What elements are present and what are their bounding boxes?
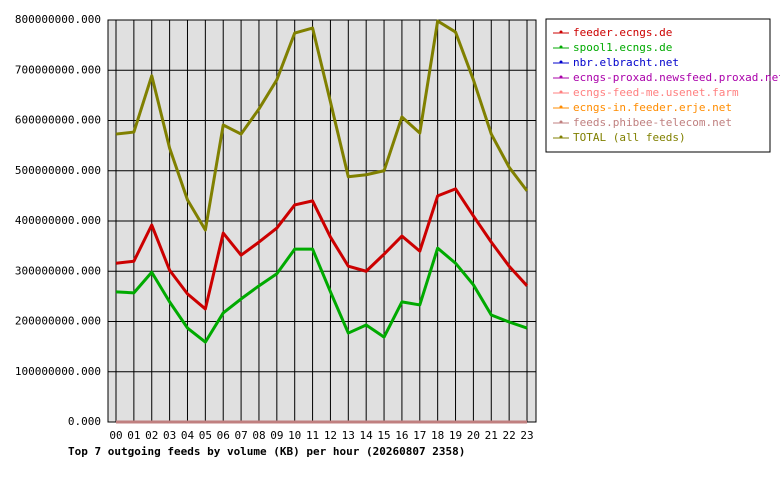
y-tick-label: 300000000.000 — [15, 264, 101, 277]
x-tick-label: 21 — [485, 429, 498, 442]
legend-marker — [559, 120, 563, 124]
x-tick-label: 19 — [449, 429, 462, 442]
x-tick-label: 09 — [270, 429, 283, 442]
x-tick-label: 13 — [342, 429, 355, 442]
chart-title: Top 7 outgoing feeds by volume (KB) per … — [68, 445, 465, 458]
legend-label: ecngs-proxad.newsfeed.proxad.net — [573, 71, 780, 84]
y-tick-label: 700000000.000 — [15, 63, 101, 76]
x-tick-label: 02 — [145, 429, 158, 442]
y-tick-label: 600000000.000 — [15, 114, 101, 127]
legend-label: ecngs-in.feeder.erje.net — [573, 101, 732, 114]
legend-label: spool1.ecngs.de — [573, 41, 672, 54]
x-tick-label: 06 — [217, 429, 230, 442]
legend-label: TOTAL (all feeds) — [573, 131, 686, 144]
x-tick-label: 14 — [360, 429, 374, 442]
x-tick-label: 20 — [467, 429, 480, 442]
x-tick-label: 10 — [288, 429, 301, 442]
legend-marker — [559, 135, 563, 139]
x-tick-label: 17 — [413, 429, 426, 442]
y-tick-label: 800000000.000 — [15, 13, 101, 26]
x-tick-label: 07 — [234, 429, 247, 442]
x-tick-label: 01 — [127, 429, 140, 442]
y-tick-label: 200000000.000 — [15, 315, 101, 328]
x-tick-label: 15 — [377, 429, 390, 442]
x-tick-label: 18 — [431, 429, 444, 442]
x-tick-label: 11 — [306, 429, 319, 442]
legend-marker — [559, 75, 563, 79]
series-line — [115, 246, 528, 344]
legend-box — [545, 18, 771, 153]
y-tick-label: 500000000.000 — [15, 164, 101, 177]
series-line — [115, 187, 529, 311]
x-tick-label: 03 — [163, 429, 176, 442]
legend-label: feeder.ecngs.de — [573, 26, 672, 39]
x-tick-label: 00 — [109, 429, 122, 442]
legend-label: ecngs-feed-me.usenet.farm — [573, 86, 739, 99]
legend-marker — [559, 45, 563, 49]
y-tick-label: 100000000.000 — [15, 365, 101, 378]
y-tick-label: 400000000.000 — [15, 214, 101, 227]
legend-marker — [559, 105, 563, 109]
x-tick-label: 12 — [324, 429, 337, 442]
legend-marker — [559, 60, 563, 64]
x-tick-label: 04 — [181, 429, 195, 442]
legend-label: feeds.phibee-telecom.net — [573, 116, 732, 129]
legend-label: nbr.elbracht.net — [573, 56, 679, 69]
x-tick-label: 05 — [199, 429, 212, 442]
y-tick-label: 0.000 — [68, 415, 101, 428]
legend-marker — [559, 30, 563, 34]
x-tick-label: 16 — [395, 429, 408, 442]
legend-marker — [559, 90, 563, 94]
x-tick-label: 23 — [520, 429, 533, 442]
x-tick-label: 08 — [252, 429, 265, 442]
series-line — [115, 19, 529, 232]
x-tick-label: 22 — [503, 429, 516, 442]
